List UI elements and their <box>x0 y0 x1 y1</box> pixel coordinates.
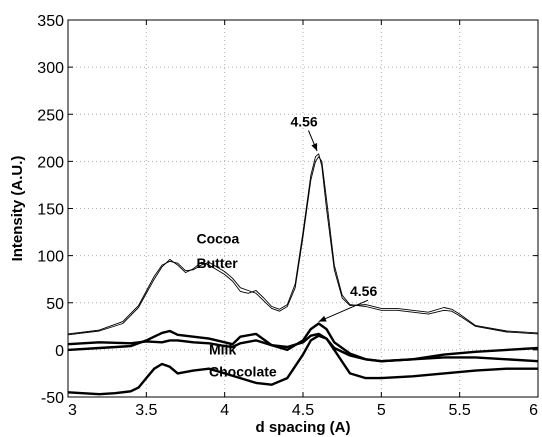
x-tick-label: 4.5 <box>292 402 314 419</box>
x-axis-label: d spacing (A) <box>255 419 350 436</box>
y-tick-label: 250 <box>37 107 64 124</box>
x-tick-label: 5.5 <box>449 402 471 419</box>
x-tick-label: 3 <box>68 402 77 419</box>
annotations: 4.56 4.56 Cocoa Butter Milk Chocolate <box>196 114 377 380</box>
y-tick-label: 350 <box>37 13 64 30</box>
annotation-arrowhead <box>318 315 327 322</box>
annotation-label: Chocolate <box>209 363 277 379</box>
series-line-4 <box>67 332 539 363</box>
series-line-5 <box>67 334 538 396</box>
annotation-arrow <box>318 299 369 323</box>
series-line-2 <box>67 156 539 335</box>
x-tick-label: 3.5 <box>135 402 157 419</box>
x-tick-label: 5 <box>377 402 386 419</box>
x-tick-labels: 3 3.5 4 4.5 5 5.5 6 <box>68 402 538 419</box>
annotation-arrowhead <box>311 143 318 152</box>
annotation-label: Milk <box>209 342 236 358</box>
series-lines <box>67 153 539 396</box>
y-tick-label: -50 <box>41 390 64 407</box>
x-tick-label: 6 <box>529 402 538 419</box>
tick-marks <box>67 19 539 398</box>
series-line-1 <box>67 153 539 336</box>
y-tick-label: 100 <box>37 249 64 266</box>
y-tick-label: 150 <box>37 202 64 219</box>
x-tick-label: 4 <box>220 402 229 419</box>
y-tick-label: 50 <box>46 296 64 313</box>
annotation-label: Butter <box>196 255 238 271</box>
y-tick-label: 300 <box>37 60 64 77</box>
annotation-label: 4.56 <box>350 283 377 299</box>
annotation-label: Cocoa <box>196 230 239 246</box>
y-axis-label: Intensity (A.U.) <box>9 156 26 262</box>
y-tick-labels: -50 0 50 100 150 200 250 300 350 <box>37 13 64 407</box>
annotation-label: 4.56 <box>290 114 317 130</box>
y-tick-label: 200 <box>37 154 64 171</box>
y-tick-label: 0 <box>55 343 64 360</box>
